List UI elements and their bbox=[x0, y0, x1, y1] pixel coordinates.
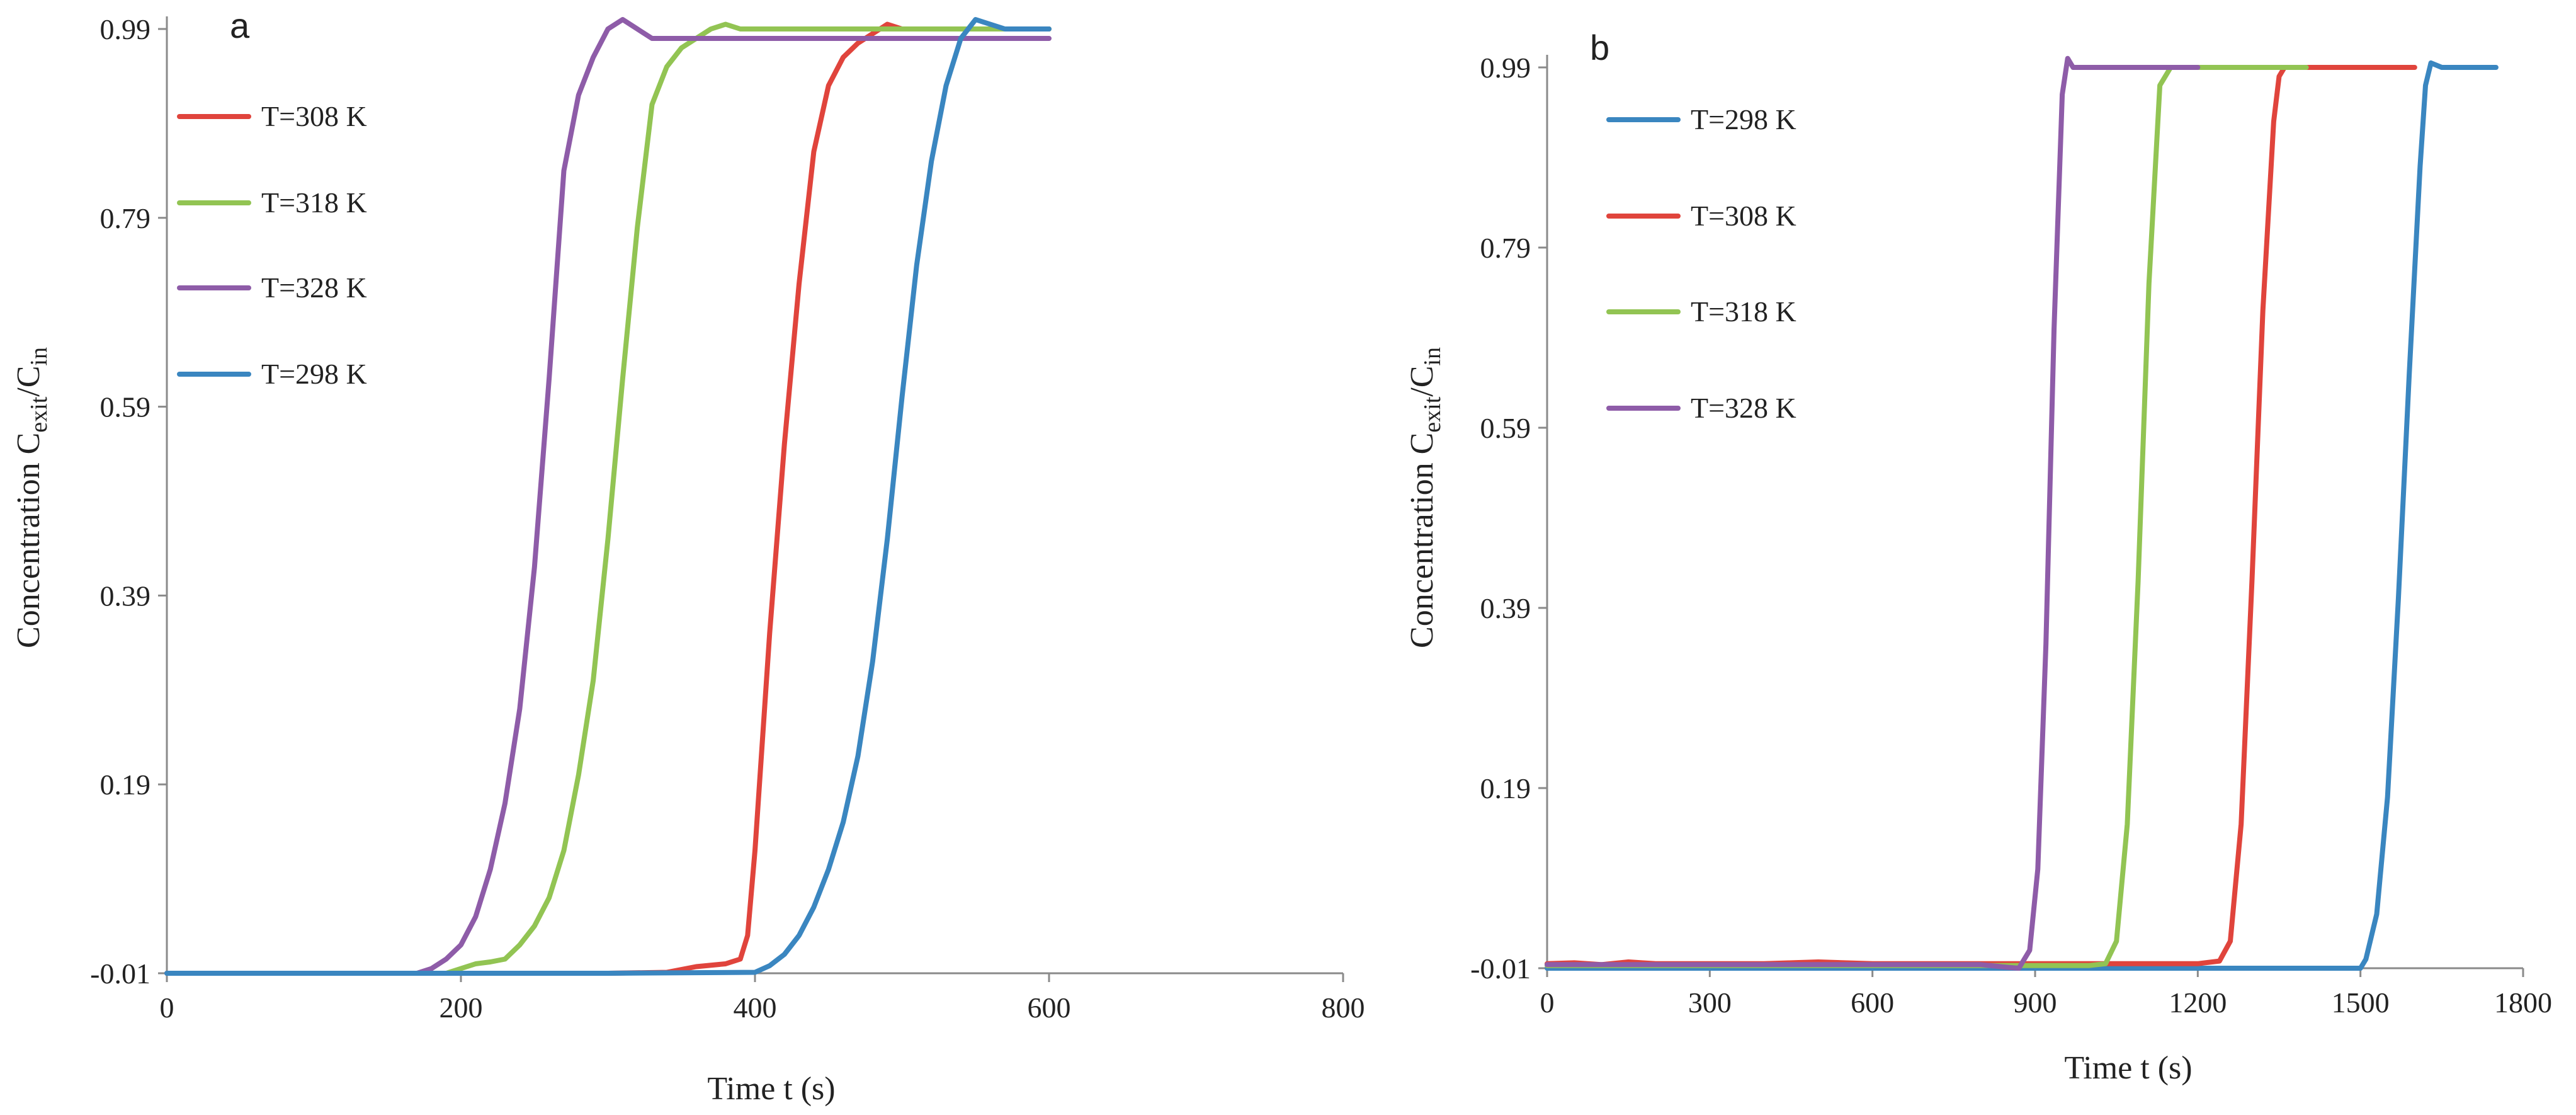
panel-a-y-label-text: Concentration Cexit/Cin bbox=[11, 347, 52, 648]
panel-a-plot: -0.01 0.19 0.39 0.59 0.79 0.99 0 200 400 600 800 bbox=[90, 13, 1365, 1024]
panel-a-x-tick-label: 800 bbox=[1322, 992, 1365, 1024]
panel-a-legend-text-2: T=328 K bbox=[261, 272, 367, 304]
panel-a-legend-text-0: T=308 K bbox=[261, 100, 367, 132]
panel-a-legend-text-1: T=318 K bbox=[261, 186, 367, 219]
panel-b-y-tick-label: 0.39 bbox=[1480, 592, 1531, 624]
panel-b-x-tick-label: 1500 bbox=[2332, 986, 2390, 1019]
panel-a-y-tick-label: 0.79 bbox=[100, 202, 151, 234]
panel-a-x-tick-label: 600 bbox=[1028, 992, 1071, 1024]
panel-b-x-tick-label: 0 bbox=[1540, 986, 1555, 1019]
panel-a-series-t-298-k bbox=[164, 17, 1052, 976]
panel-b-letter: b bbox=[1590, 28, 1609, 67]
panel-b-legend: T=298 K T=308 K T=318 K T=328 K bbox=[1606, 103, 1796, 424]
panel-b-y-tick-label: 0.19 bbox=[1480, 772, 1531, 804]
panel-a-x-tick-label: 0 bbox=[160, 992, 174, 1024]
panel-b-legend-text-3: T=328 K bbox=[1691, 392, 1796, 424]
panel-a-y-tick-label: -0.01 bbox=[90, 958, 150, 990]
panel-b-legend-text-0: T=298 K bbox=[1691, 103, 1796, 135]
panel-a-y-tick-label: 0.59 bbox=[100, 391, 151, 423]
panel-b-y-label-text: Concentration Cexit/Cin bbox=[1404, 347, 1446, 648]
panel-b-series-t-308-k bbox=[1545, 65, 2417, 968]
panel-a-y-tick-label: 0.39 bbox=[100, 580, 151, 612]
panel-b-x-tick-label: 900 bbox=[2014, 986, 2057, 1019]
panel-a-series-t-318-k bbox=[164, 21, 1052, 976]
panel-a-x-tick-label: 400 bbox=[734, 992, 777, 1024]
panel-a-series-t-328-k bbox=[164, 17, 1052, 976]
panel-b-legend-text-1: T=308 K bbox=[1691, 200, 1796, 232]
panel-b-plot: -0.01 0.19 0.39 0.59 0.79 0.99 0 300 600 900 1200 1… bbox=[1470, 52, 2552, 1019]
panel-a: a Concentration Cexit/Cin Time t (s) -0.… bbox=[11, 6, 1365, 1107]
panel-a-y-tick-label: 0.99 bbox=[100, 13, 151, 45]
panel-b: b Concentration Cexit/Cin Time t (s) -0.… bbox=[1404, 28, 2552, 1086]
panel-a-x-label: Time t (s) bbox=[707, 1071, 835, 1107]
panel-a-legend: T=308 K T=318 K T=328 K T=298 K bbox=[177, 100, 367, 390]
panel-a-x-tick-label: 200 bbox=[440, 992, 483, 1024]
panel-b-y-tick-label: 0.59 bbox=[1480, 412, 1531, 444]
panel-b-x-tick-label: 1200 bbox=[2169, 986, 2227, 1019]
panel-b-x-label: Time t (s) bbox=[2064, 1050, 2192, 1086]
panel-a-letter: a bbox=[230, 6, 250, 45]
panel-b-y-tick-label: -0.01 bbox=[1470, 952, 1531, 985]
panel-b-series-t-318-k bbox=[1545, 65, 2309, 968]
panel-a-series-t-308-k bbox=[164, 21, 1052, 976]
panel-a-y-label: Concentration Cexit/Cin bbox=[11, 347, 52, 648]
panel-b-y-label: Concentration Cexit/Cin bbox=[1404, 347, 1446, 648]
panel-b-y-tick-label: 0.99 bbox=[1480, 52, 1531, 84]
panel-b-y-tick-label: 0.79 bbox=[1480, 232, 1531, 264]
panel-b-series-t-328-k bbox=[1545, 55, 2201, 971]
panel-a-legend-text-3: T=298 K bbox=[261, 358, 367, 390]
panel-b-x-tick-label: 300 bbox=[1688, 986, 1732, 1019]
panel-b-legend-text-2: T=318 K bbox=[1691, 295, 1796, 328]
panel-b-series-t-298-k bbox=[1545, 60, 2499, 971]
panel-b-x-tick-label: 1800 bbox=[2494, 986, 2552, 1019]
panel-a-y-tick-label: 0.19 bbox=[100, 769, 151, 801]
panel-b-x-tick-label: 600 bbox=[1851, 986, 1894, 1019]
